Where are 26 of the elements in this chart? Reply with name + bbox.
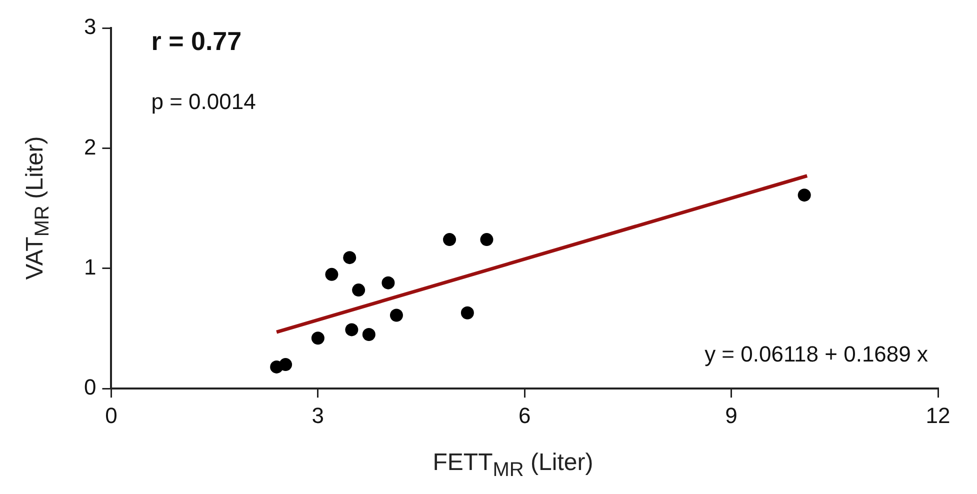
x-tick-label: 9 bbox=[725, 402, 738, 428]
point bbox=[798, 188, 811, 202]
point bbox=[345, 323, 358, 336]
x-axis-title: FETT$_{MR}$ (Liter) bbox=[432, 449, 594, 482]
y-tick-label: 3 bbox=[84, 14, 96, 40]
annotation: y = 0.06118 + 0.1689 x bbox=[704, 342, 928, 367]
y-tick-label: 1 bbox=[84, 254, 96, 280]
point bbox=[460, 306, 474, 320]
point bbox=[443, 233, 456, 246]
point bbox=[362, 328, 376, 342]
point bbox=[480, 233, 494, 246]
point bbox=[390, 308, 403, 322]
point bbox=[343, 251, 356, 264]
point bbox=[352, 284, 366, 297]
point bbox=[311, 332, 324, 345]
x-tick-label: 0 bbox=[105, 402, 118, 428]
y-tick-label: 0 bbox=[84, 374, 96, 400]
x-tick-label: 12 bbox=[926, 402, 950, 428]
point bbox=[325, 268, 338, 281]
x-tick-label: 6 bbox=[518, 402, 531, 428]
point bbox=[279, 358, 292, 372]
y-tick-label: 2 bbox=[84, 134, 96, 160]
x-tick-label: 3 bbox=[312, 402, 324, 428]
annotation: p = 0.0014 bbox=[151, 89, 256, 114]
annotation: r = 0.77 bbox=[151, 26, 242, 56]
point bbox=[382, 276, 395, 290]
